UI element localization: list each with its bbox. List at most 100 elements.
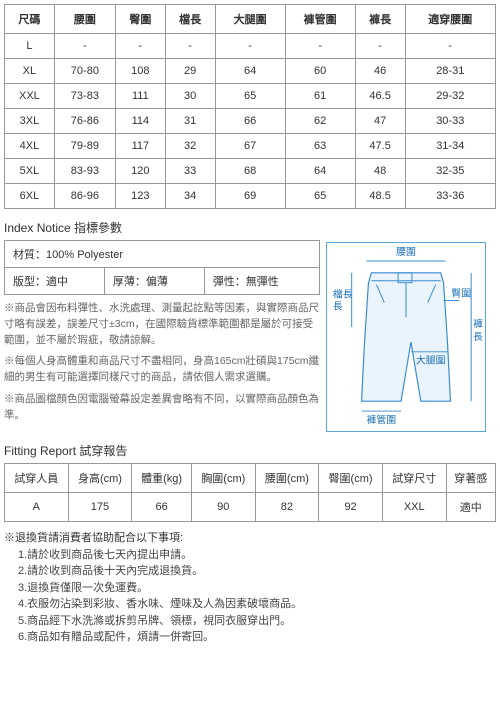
- size-cell: 73-83: [54, 84, 115, 109]
- size-cell: 48.5: [355, 184, 405, 209]
- size-cell: 64: [285, 159, 355, 184]
- fcol-weight: 體重(kg): [132, 464, 192, 493]
- svg-text:長: 長: [473, 331, 483, 343]
- fit-cell: 175: [68, 493, 132, 522]
- col-waist: 腰圍: [54, 5, 115, 34]
- size-cell: 63: [285, 134, 355, 159]
- size-cell: -: [115, 34, 165, 59]
- notes-block: ※商品會因布料彈性、水洗處理、測量起訖點等因素，與實際商品尺寸略有誤差，誤差尺寸…: [4, 301, 320, 423]
- fit-table-body: A17566908292XXL適中: [5, 493, 496, 522]
- col-thigh: 大腿圍: [215, 5, 285, 34]
- label-hem: 褲管圍: [367, 413, 397, 426]
- size-row: 5XL83-931203368644832-35: [5, 159, 496, 184]
- fcol-size: 試穿尺寸: [382, 464, 446, 493]
- size-cell: -: [355, 34, 405, 59]
- size-cell: 6XL: [5, 184, 55, 209]
- col-length: 褲長: [355, 5, 405, 34]
- size-cell: 48: [355, 159, 405, 184]
- size-cell: 3XL: [5, 109, 55, 134]
- size-cell: 47: [355, 109, 405, 134]
- size-cell: 29-32: [405, 84, 495, 109]
- size-cell: 66: [215, 109, 285, 134]
- fcol-hip: 臀圍(cm): [319, 464, 383, 493]
- return-item-3: 3.退換貨僅限一次免運費。: [4, 580, 496, 597]
- fit-header-row: 試穿人員 身高(cm) 體重(kg) 胸圍(cm) 腰圍(cm) 臀圍(cm) …: [5, 464, 496, 493]
- label-hip: 臀圍: [451, 288, 471, 300]
- fitting-table: 試穿人員 身高(cm) 體重(kg) 胸圍(cm) 腰圍(cm) 臀圍(cm) …: [4, 463, 496, 522]
- size-row: XL70-801082964604628-31: [5, 59, 496, 84]
- fit-cell: 66: [132, 493, 192, 522]
- size-cell: -: [405, 34, 495, 59]
- size-cell: -: [165, 34, 215, 59]
- size-cell: 68: [215, 159, 285, 184]
- size-cell: 46: [355, 59, 405, 84]
- size-cell: XXL: [5, 84, 55, 109]
- index-title: Index Notice 指標參數: [4, 219, 496, 236]
- label-rise: 檔長: [333, 288, 353, 301]
- index-material: 材質：100% Polyester: [5, 241, 320, 268]
- size-cell: 65: [215, 84, 285, 109]
- label-waist: 腰圍: [396, 246, 416, 258]
- fcol-waist: 腰圍(cm): [255, 464, 319, 493]
- fcol-height: 身高(cm): [68, 464, 132, 493]
- size-cell: L: [5, 34, 55, 59]
- fcol-feel: 穿著感: [446, 464, 495, 493]
- return-item-2: 2.請於收到商品後十天內完成退換貨。: [4, 563, 496, 580]
- size-cell: 31-34: [405, 134, 495, 159]
- size-cell: 114: [115, 109, 165, 134]
- fit-cell: 適中: [446, 493, 495, 522]
- size-cell: -: [285, 34, 355, 59]
- fitting-title: Fitting Report 試穿報告: [4, 442, 496, 459]
- index-stretch: 彈性：無彈性: [204, 268, 319, 295]
- note-3: ※商品圖檔顏色因電腦螢幕設定差異會略有不同，以實際商品顏色為準。: [4, 392, 320, 424]
- size-cell: 60: [285, 59, 355, 84]
- size-row: 6XL86-9612334696548.533-36: [5, 184, 496, 209]
- fit-cell: 92: [319, 493, 383, 522]
- size-cell: 5XL: [5, 159, 55, 184]
- size-cell: 65: [285, 184, 355, 209]
- size-cell: 33: [165, 159, 215, 184]
- size-cell: 31: [165, 109, 215, 134]
- size-cell: 120: [115, 159, 165, 184]
- col-fitwaist: 適穿腰圍: [405, 5, 495, 34]
- size-cell: 70-80: [54, 59, 115, 84]
- label-thigh: 大腿圍: [416, 354, 446, 367]
- size-table: 尺碼 腰圍 臀圍 檔長 大腿圍 褲管圍 褲長 適穿腰圍 L-------XL70…: [4, 4, 496, 209]
- size-cell: -: [215, 34, 285, 59]
- size-cell: 111: [115, 84, 165, 109]
- size-cell: 29: [165, 59, 215, 84]
- size-cell: 108: [115, 59, 165, 84]
- size-cell: 46.5: [355, 84, 405, 109]
- size-row: 3XL76-861143166624730-33: [5, 109, 496, 134]
- size-cell: 76-86: [54, 109, 115, 134]
- note-2: ※每個人身高體重和商品尺寸不盡相同，身高165cm壯碩與175cm纖細的男生有可…: [4, 354, 320, 386]
- size-cell: 123: [115, 184, 165, 209]
- size-cell: 83-93: [54, 159, 115, 184]
- col-rise: 檔長: [165, 5, 215, 34]
- return-policy: ※退換貨請消費者協助配合以下事項: 1.請於收到商品後七天內提出申請。 2.請於…: [4, 530, 496, 646]
- fit-cell: 90: [191, 493, 255, 522]
- col-hip: 臀圍: [115, 5, 165, 34]
- col-hem: 褲管圍: [285, 5, 355, 34]
- size-table-body: L-------XL70-801082964604628-31XXL73-831…: [5, 34, 496, 209]
- svg-text:長: 長: [333, 300, 343, 312]
- fcol-person: 試穿人員: [5, 464, 69, 493]
- size-cell: 33-36: [405, 184, 495, 209]
- return-item-4: 4.衣服勿沾染到彩妝、香水味、煙味及人為因素破壞商品。: [4, 596, 496, 613]
- size-cell: 117: [115, 134, 165, 159]
- size-cell: 32: [165, 134, 215, 159]
- index-thickness: 厚薄：偏薄: [104, 268, 204, 295]
- size-row: L-------: [5, 34, 496, 59]
- size-cell: 86-96: [54, 184, 115, 209]
- size-cell: 4XL: [5, 134, 55, 159]
- size-cell: 64: [215, 59, 285, 84]
- measurement-diagram: 腰圍 檔長 長 臀圍 褲 長: [326, 242, 486, 432]
- size-cell: 67: [215, 134, 285, 159]
- shorts-svg: 腰圍 檔長 長 臀圍 褲 長: [327, 243, 485, 431]
- size-row: 4XL79-8911732676347.531-34: [5, 134, 496, 159]
- size-row: XXL73-8311130656146.529-32: [5, 84, 496, 109]
- return-item-6: 6.商品如有贈品或配件，煩請一併寄回。: [4, 629, 496, 646]
- size-cell: 32-35: [405, 159, 495, 184]
- size-cell: 61: [285, 84, 355, 109]
- fit-row: A17566908292XXL適中: [5, 493, 496, 522]
